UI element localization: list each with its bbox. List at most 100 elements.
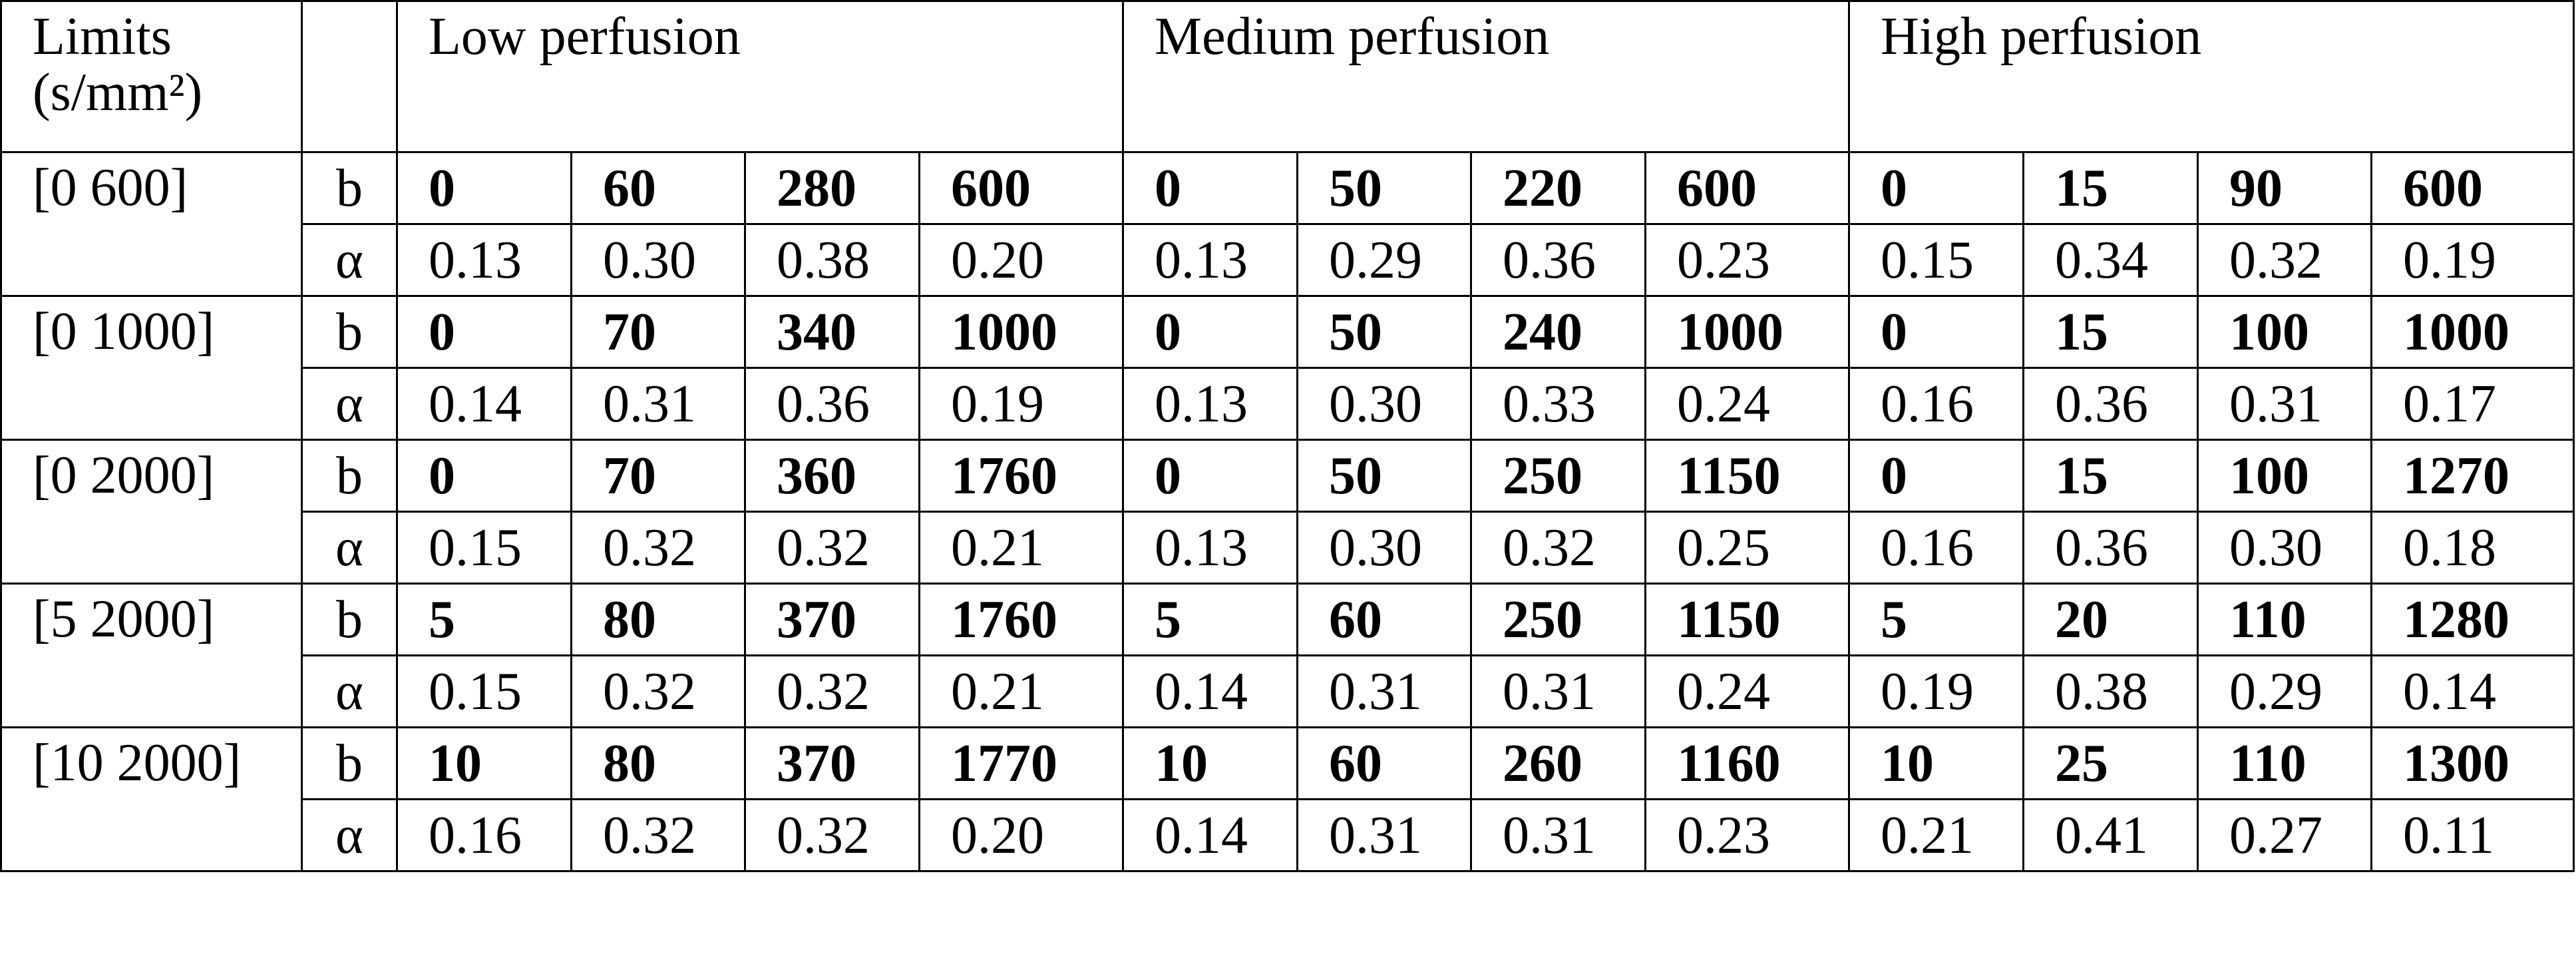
b-value: 90 xyxy=(2197,151,2373,225)
b-row: [0 1000] b 0 70 340 1000 0 50 240 1000 0 15 100 1000 xyxy=(0,295,2575,441)
b-value: 370 xyxy=(744,726,920,800)
b-value: 600 xyxy=(2370,151,2575,225)
alpha-value: 0.14 xyxy=(396,367,572,441)
alpha-value: 0.30 xyxy=(570,223,746,297)
header-row: Limits (s/mm²) Low perfusion Medium perf… xyxy=(0,0,2575,153)
b-value: 0 xyxy=(1122,295,1299,369)
alpha-value: 0.13 xyxy=(1122,511,1299,585)
b-value: 250 xyxy=(1470,583,1647,656)
alpha-value: 0.36 xyxy=(1470,223,1647,297)
alpha-value: 0.11 xyxy=(2370,798,2575,872)
alpha-value: 0.15 xyxy=(396,654,572,728)
alpha-value: 0.13 xyxy=(1122,367,1299,441)
alpha-value: 0.14 xyxy=(1122,798,1299,872)
b-label: b xyxy=(301,151,398,225)
alpha-value: 0.36 xyxy=(2022,511,2199,585)
b-value: 0 xyxy=(396,295,572,369)
alpha-value: 0.38 xyxy=(744,223,920,297)
b-value: 0 xyxy=(396,439,572,513)
data-table: Limits (s/mm²) Low perfusion Medium perf… xyxy=(0,0,2575,872)
b-value: 110 xyxy=(2197,726,2373,800)
alpha-value: 0.31 xyxy=(2197,367,2373,441)
alpha-value: 0.34 xyxy=(2022,223,2199,297)
limits-cell: [0 600] xyxy=(0,151,303,297)
alpha-value: 0.25 xyxy=(1644,511,1851,585)
b-value: 1300 xyxy=(2370,726,2575,800)
limits-header: Limits (s/mm²) xyxy=(0,0,303,153)
alpha-value: 0.32 xyxy=(744,511,920,585)
limits-cell: [5 2000] xyxy=(0,583,303,728)
b-value: 10 xyxy=(396,726,572,800)
b-value: 1150 xyxy=(1644,439,1851,513)
alpha-value: 0.32 xyxy=(744,654,920,728)
b-value: 1000 xyxy=(918,295,1125,369)
group-header: Low perfusion xyxy=(395,0,1125,153)
alpha-value: 0.15 xyxy=(396,511,572,585)
alpha-value: 0.32 xyxy=(570,798,746,872)
b-value: 250 xyxy=(1470,439,1647,513)
b-value: 15 xyxy=(2022,295,2199,369)
b-value: 60 xyxy=(1296,583,1473,656)
b-value: 10 xyxy=(1122,726,1299,800)
b-label: b xyxy=(301,439,398,513)
b-value: 80 xyxy=(570,583,746,656)
alpha-value: 0.41 xyxy=(2022,798,2199,872)
alpha-value: 0.32 xyxy=(1470,511,1647,585)
alpha-value: 0.31 xyxy=(1470,654,1647,728)
b-value: 280 xyxy=(744,151,920,225)
b-value: 220 xyxy=(1470,151,1647,225)
alpha-value: 0.32 xyxy=(744,798,920,872)
b-value: 1280 xyxy=(2370,583,2575,656)
alpha-label: α xyxy=(301,511,398,585)
alpha-label: α xyxy=(301,798,398,872)
b-row: [0 2000] b 0 70 360 1760 0 50 250 1150 0 15 100 1270 xyxy=(0,439,2575,585)
b-value: 50 xyxy=(1296,439,1473,513)
alpha-value: 0.32 xyxy=(570,511,746,585)
b-value: 360 xyxy=(744,439,920,513)
limits-cell: [0 1000] xyxy=(0,295,303,441)
alpha-value: 0.14 xyxy=(2370,654,2575,728)
b-label: b xyxy=(301,583,398,656)
b-value: 1270 xyxy=(2370,439,2575,513)
b-value: 25 xyxy=(2022,726,2199,800)
alpha-value: 0.31 xyxy=(1296,798,1473,872)
b-value: 15 xyxy=(2022,151,2199,225)
b-label: b xyxy=(301,295,398,369)
b-value: 70 xyxy=(570,295,746,369)
b-value: 0 xyxy=(396,151,572,225)
alpha-value: 0.23 xyxy=(1644,223,1851,297)
alpha-value: 0.16 xyxy=(1848,367,2025,441)
b-value: 60 xyxy=(570,151,746,225)
alpha-value: 0.13 xyxy=(1122,223,1299,297)
alpha-value: 0.16 xyxy=(1848,511,2025,585)
alpha-value: 0.38 xyxy=(2022,654,2199,728)
alpha-row: α 0.15 0.32 0.32 0.21 0.14 0.31 0.31 0.24 0.19 0.3… xyxy=(1,654,2575,728)
b-value: 0 xyxy=(1122,151,1299,225)
alpha-value: 0.18 xyxy=(2370,511,2575,585)
alpha-value: 0.31 xyxy=(570,367,746,441)
b-value: 1000 xyxy=(1644,295,1851,369)
alpha-value: 0.27 xyxy=(2197,798,2373,872)
alpha-value: 0.19 xyxy=(1848,654,2025,728)
alpha-value: 0.17 xyxy=(2370,367,2575,441)
alpha-value: 0.23 xyxy=(1644,798,1851,872)
b-value: 5 xyxy=(396,583,572,656)
alpha-value: 0.32 xyxy=(570,654,746,728)
alpha-value: 0.31 xyxy=(1470,798,1647,872)
alpha-value: 0.30 xyxy=(1296,367,1473,441)
alpha-value: 0.16 xyxy=(396,798,572,872)
alpha-value: 0.32 xyxy=(2197,223,2373,297)
alpha-value: 0.20 xyxy=(918,223,1125,297)
b-label: b xyxy=(301,726,398,800)
b-value: 60 xyxy=(1296,726,1473,800)
b-value: 1760 xyxy=(918,439,1125,513)
alpha-row: α 0.16 0.32 0.32 0.20 0.14 0.31 0.31 0.23 0.21 0.4… xyxy=(1,798,2575,872)
alpha-value: 0.36 xyxy=(2022,367,2199,441)
alpha-value: 0.36 xyxy=(744,367,920,441)
b-row: [5 2000] b 5 80 370 1760 5 60 250 1150 5 20 110 1280 xyxy=(0,583,2575,728)
b-value: 100 xyxy=(2197,295,2373,369)
b-value: 240 xyxy=(1470,295,1647,369)
b-value: 0 xyxy=(1122,439,1299,513)
b-row: [10 2000] b 10 80 370 1770 10 60 260 1160 10 25 110 1… xyxy=(0,726,2575,872)
